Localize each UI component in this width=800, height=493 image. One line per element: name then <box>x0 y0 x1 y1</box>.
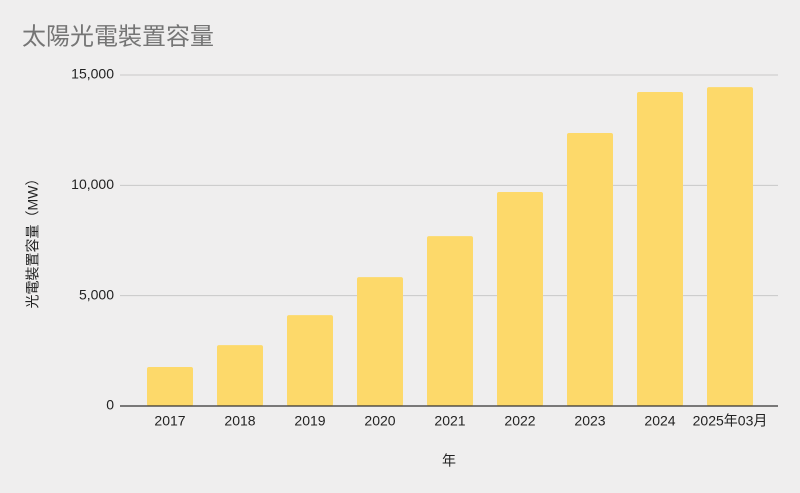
y-tick-label: 0 <box>106 397 114 413</box>
y-tick-label: 10,000 <box>71 176 114 192</box>
x-tick-label: 2020 <box>364 413 395 429</box>
y-axis-label: 光電裝置容量（MW） <box>25 172 41 309</box>
bar <box>217 345 263 406</box>
x-tick-label: 2025年03月 <box>693 413 768 429</box>
y-tick-label: 5,000 <box>79 286 114 302</box>
bar <box>497 191 543 406</box>
bar <box>147 366 193 406</box>
x-tick-label: 2023 <box>574 413 605 429</box>
x-tick-label: 2024 <box>644 413 675 429</box>
y-tick-label: 15,000 <box>71 66 114 82</box>
bar <box>567 133 613 406</box>
x-tick-label: 2017 <box>154 413 185 429</box>
bar <box>287 315 333 406</box>
x-tick-label: 2018 <box>224 413 255 429</box>
bar <box>427 236 473 406</box>
x-tick-label: 2021 <box>434 413 465 429</box>
x-tick-label: 2019 <box>294 413 325 429</box>
x-tick-label: 2022 <box>504 413 535 429</box>
bar <box>637 91 683 406</box>
bar <box>357 277 403 406</box>
x-axis-label: 年 <box>442 453 456 469</box>
chart-title: 太陽光電裝置容量 <box>22 23 214 50</box>
bar <box>707 87 753 407</box>
